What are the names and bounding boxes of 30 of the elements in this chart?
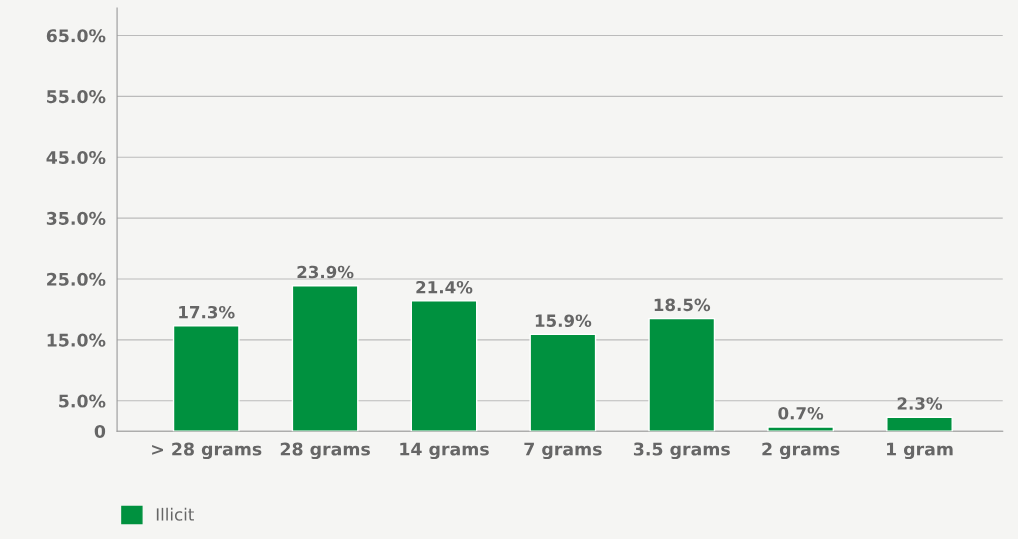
text: 23.9% bbox=[297, 265, 354, 279]
y-tick-label: 0 bbox=[94, 424, 106, 439]
y-tick-label: 45.0% bbox=[46, 150, 106, 165]
y-tick-label: 5.0% bbox=[59, 394, 106, 408]
x-tick-label: 1 gram bbox=[887, 442, 953, 460]
bar bbox=[291, 285, 359, 432]
bar bbox=[172, 325, 240, 432]
bar bbox=[648, 317, 716, 432]
bar bbox=[410, 300, 478, 432]
x-tick-label: > 28 grams bbox=[152, 442, 262, 460]
text: 21.4% bbox=[416, 280, 473, 294]
y-tick-label: 65.0% bbox=[46, 29, 106, 43]
text: 15.9% bbox=[535, 314, 592, 328]
bar bbox=[767, 426, 835, 432]
text: 0.7% bbox=[778, 406, 824, 420]
x-tick-label: 2 grams bbox=[762, 442, 840, 460]
text: 2.3% bbox=[897, 397, 943, 410]
x-tick-label: 7 grams bbox=[524, 442, 602, 460]
y-tick-label: 55.0% bbox=[47, 90, 106, 104]
x-tick-label: 14 grams bbox=[400, 442, 489, 460]
x-tick-label: 3.5 grams bbox=[633, 442, 730, 460]
x-tick-label: 28 grams bbox=[280, 442, 370, 460]
y-tick-label: 15.0% bbox=[47, 333, 106, 347]
bar bbox=[886, 416, 953, 432]
y-tick-label: 25.0% bbox=[47, 272, 106, 286]
y-tick-label: 35.0% bbox=[46, 211, 106, 225]
text: 17.3% bbox=[179, 305, 235, 319]
legend-label: Illicit bbox=[156, 507, 194, 521]
bar bbox=[529, 333, 597, 432]
text: 18.5% bbox=[654, 298, 711, 312]
